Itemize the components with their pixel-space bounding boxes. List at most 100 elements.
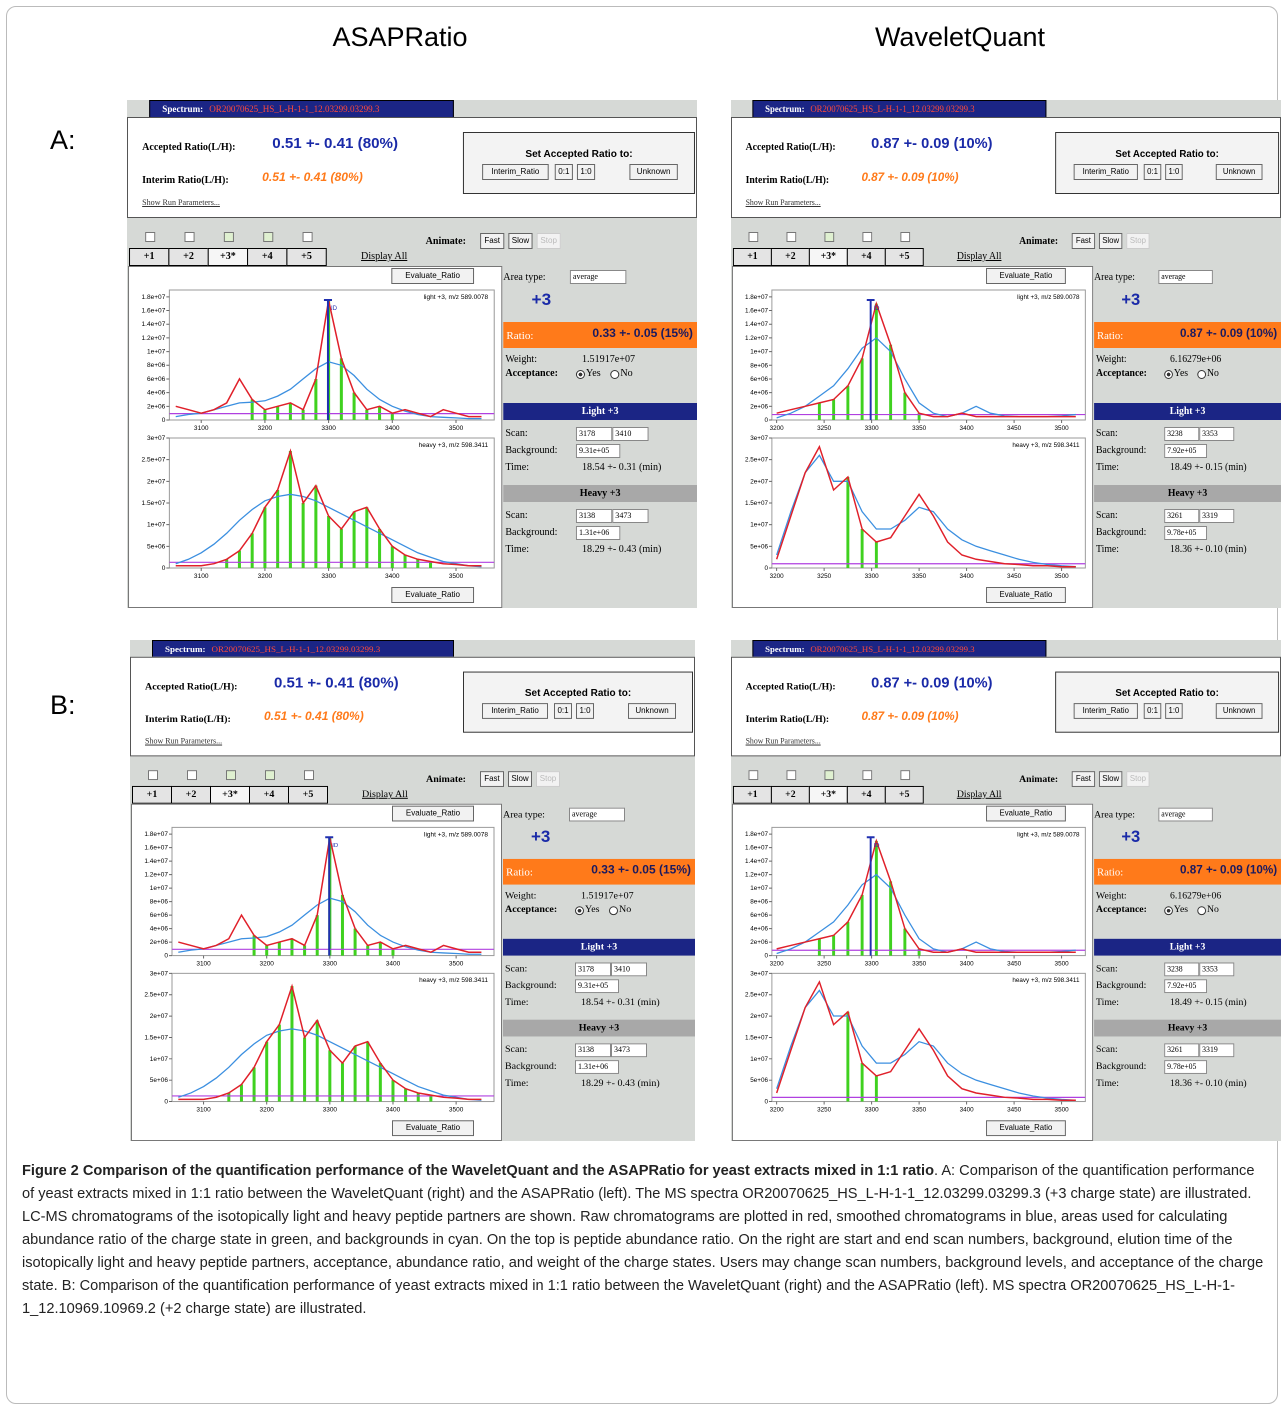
set-ratio-button[interactable]: 1:0	[1165, 703, 1183, 719]
charge-tab[interactable]: +4	[247, 248, 287, 266]
charge-checkbox[interactable]	[749, 770, 759, 780]
scan-end[interactable]: 3473	[611, 1043, 647, 1057]
scan-start[interactable]: 3238	[1164, 962, 1199, 976]
background-value[interactable]: 1.31e+06	[576, 526, 620, 540]
charge-tab[interactable]: +2	[171, 786, 211, 804]
display-all-link[interactable]: Display All	[361, 251, 407, 262]
charge-tab[interactable]: +4	[847, 786, 886, 804]
area-type-select[interactable]: average	[570, 270, 626, 284]
charge-checkbox[interactable]	[824, 770, 834, 780]
scan-start[interactable]: 3178	[575, 962, 611, 976]
charge-tab[interactable]: +3*	[210, 786, 250, 804]
charge-checkbox[interactable]	[226, 770, 236, 780]
animate-button[interactable]: Stop	[537, 233, 561, 249]
set-ratio-button[interactable]: 1:0	[1165, 164, 1183, 180]
scan-end[interactable]: 3410	[612, 427, 648, 441]
scan-start[interactable]: 3238	[1164, 427, 1199, 441]
charge-checkbox[interactable]	[749, 232, 759, 242]
animate-button[interactable]: Slow	[1099, 771, 1122, 787]
charge-checkbox[interactable]	[145, 232, 155, 242]
animate-button[interactable]: Slow	[508, 771, 532, 787]
background-value[interactable]: 7.92e+05	[1164, 979, 1207, 993]
charge-tab[interactable]: +3*	[809, 248, 848, 266]
charge-tab[interactable]: +5	[286, 248, 326, 266]
set-ratio-button[interactable]: Interim_Ratio	[482, 164, 549, 180]
charge-tab[interactable]: +2	[771, 786, 810, 804]
animate-button[interactable]: Stop	[1126, 233, 1149, 249]
background-value[interactable]: 7.92e+05	[1164, 444, 1207, 458]
charge-tab[interactable]: +4	[847, 248, 886, 266]
charge-tab[interactable]: +3*	[208, 248, 248, 266]
charge-checkbox[interactable]	[304, 770, 314, 780]
animate-button[interactable]: Stop	[536, 771, 560, 787]
charge-tab[interactable]: +1	[733, 248, 772, 266]
set-ratio-button[interactable]: 0:1	[1144, 703, 1162, 719]
set-ratio-button[interactable]: 0:1	[554, 703, 572, 719]
display-all-link[interactable]: Display All	[957, 251, 1002, 262]
scan-start[interactable]: 3138	[575, 1043, 611, 1057]
background-value[interactable]: 9.78e+05	[1164, 1060, 1207, 1074]
scan-end[interactable]: 3319	[1199, 1043, 1234, 1057]
animate-button[interactable]: Slow	[1099, 233, 1122, 249]
set-ratio-button[interactable]: 0:1	[555, 164, 573, 180]
set-ratio-button[interactable]: Unknown	[629, 164, 677, 180]
set-ratio-button[interactable]: Interim_Ratio	[1074, 164, 1138, 180]
set-ratio-button[interactable]: Unknown	[628, 703, 676, 719]
set-ratio-button[interactable]: Unknown	[1216, 703, 1263, 719]
charge-checkbox[interactable]	[303, 232, 313, 242]
evaluate-button[interactable]: Evaluate_Ratio	[391, 268, 474, 284]
set-ratio-button[interactable]: 1:0	[577, 164, 595, 180]
scan-end[interactable]: 3353	[1199, 962, 1234, 976]
scan-start[interactable]: 3138	[576, 509, 612, 523]
scan-start[interactable]: 3261	[1164, 509, 1199, 523]
charge-tab[interactable]: +1	[132, 786, 172, 804]
charge-checkbox[interactable]	[265, 770, 275, 780]
animate-button[interactable]: Fast	[480, 233, 504, 249]
charge-checkbox[interactable]	[900, 232, 910, 242]
charge-tab[interactable]: +4	[249, 786, 289, 804]
scan-end[interactable]: 3319	[1199, 509, 1234, 523]
animate-button[interactable]: Fast	[1072, 771, 1095, 787]
acceptance-radio[interactable]	[1197, 370, 1206, 379]
scan-end[interactable]: 3473	[612, 509, 648, 523]
evaluate-button[interactable]: Evaluate_Ratio	[392, 1120, 474, 1136]
charge-checkbox[interactable]	[862, 232, 872, 242]
charge-tab[interactable]: +1	[733, 786, 772, 804]
area-type-select[interactable]: average	[1158, 270, 1213, 284]
scan-end[interactable]: 3410	[611, 962, 647, 976]
charge-checkbox[interactable]	[900, 770, 910, 780]
charge-checkbox[interactable]	[148, 770, 158, 780]
acceptance-radio[interactable]	[575, 906, 584, 915]
charge-tab[interactable]: +3*	[809, 786, 848, 804]
animate-button[interactable]: Slow	[508, 233, 532, 249]
evaluate-button[interactable]: Evaluate_Ratio	[986, 587, 1066, 603]
acceptance-radio[interactable]	[610, 370, 619, 379]
animate-button[interactable]: Stop	[1126, 771, 1149, 787]
charge-tab[interactable]: +1	[129, 248, 169, 266]
area-type-select[interactable]: average	[1158, 808, 1213, 822]
background-value[interactable]: 9.78e+05	[1164, 526, 1207, 540]
charge-checkbox[interactable]	[187, 770, 197, 780]
scan-end[interactable]: 3353	[1199, 427, 1234, 441]
charge-tab[interactable]: +5	[288, 786, 328, 804]
charge-checkbox[interactable]	[786, 232, 796, 242]
set-ratio-button[interactable]: Unknown	[1216, 164, 1263, 180]
charge-tab[interactable]: +2	[168, 248, 208, 266]
scan-start[interactable]: 3261	[1164, 1043, 1199, 1057]
acceptance-radio[interactable]	[1197, 906, 1206, 915]
evaluate-button[interactable]: Evaluate_Ratio	[986, 268, 1066, 284]
display-all-link[interactable]: Display All	[362, 789, 408, 800]
animate-button[interactable]: Fast	[1072, 233, 1095, 249]
acceptance-radio[interactable]	[576, 370, 585, 379]
display-all-link[interactable]: Display All	[957, 789, 1002, 800]
set-ratio-button[interactable]: Interim_Ratio	[1074, 703, 1138, 719]
evaluate-button[interactable]: Evaluate_Ratio	[986, 806, 1066, 822]
set-ratio-button[interactable]: 1:0	[576, 703, 594, 719]
background-value[interactable]: 1.31e+06	[575, 1060, 619, 1074]
acceptance-radio[interactable]	[1164, 906, 1173, 915]
charge-checkbox[interactable]	[224, 232, 234, 242]
evaluate-button[interactable]: Evaluate_Ratio	[986, 1120, 1066, 1136]
charge-checkbox[interactable]	[786, 770, 796, 780]
evaluate-button[interactable]: Evaluate_Ratio	[392, 806, 474, 822]
charge-checkbox[interactable]	[824, 232, 834, 242]
